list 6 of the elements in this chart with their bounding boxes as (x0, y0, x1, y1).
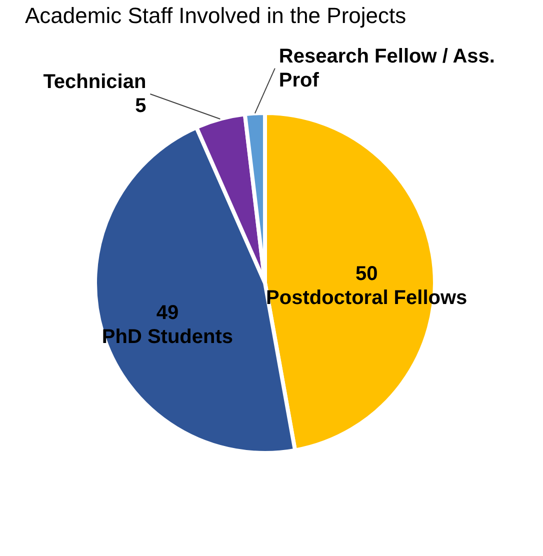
data-label: 50 (355, 262, 378, 285)
slice-label: Research Fellow / Ass. Prof (278, 45, 495, 92)
data-label: 5 (135, 95, 146, 118)
slice-label: Technician (43, 71, 146, 94)
chart-title: Academic Staff Involved in the Projects (25, 3, 406, 28)
data-label: 49 (156, 302, 179, 324)
